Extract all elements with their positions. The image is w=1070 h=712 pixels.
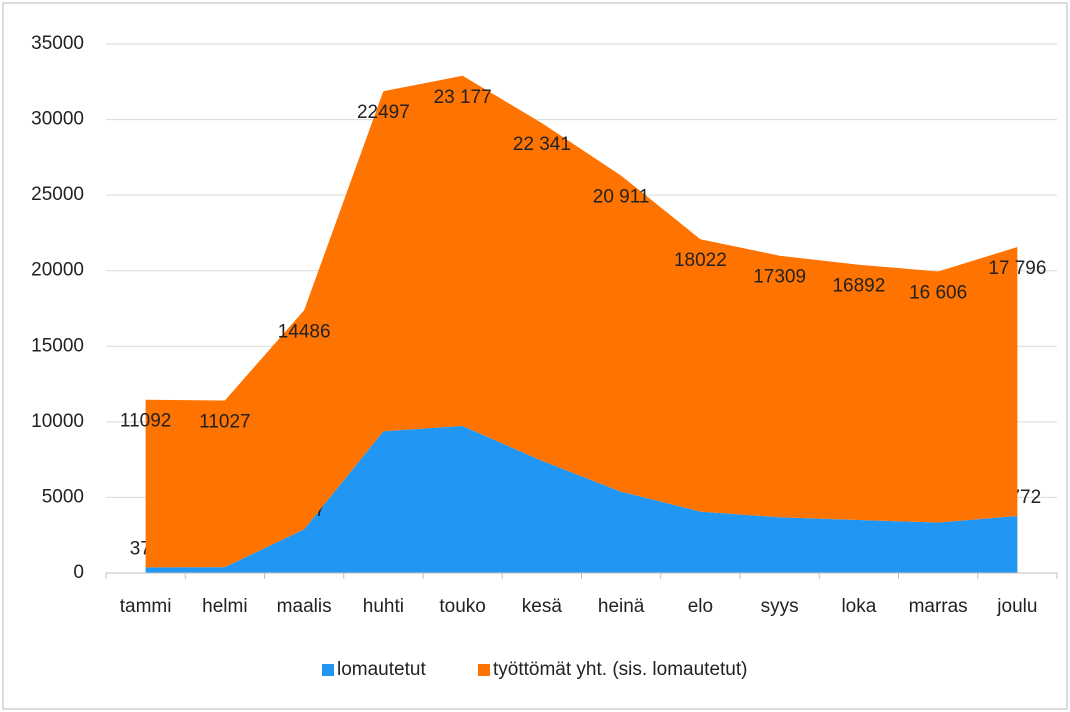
area bbox=[145, 426, 1018, 573]
x-tick-label: joulu bbox=[996, 596, 1037, 617]
data-label: 20 911 bbox=[593, 187, 650, 208]
x-tick-label: marras bbox=[909, 596, 968, 617]
data-label: 11027 bbox=[199, 411, 250, 432]
legend-label: työttömät yht. (sis. lomautetut) bbox=[493, 659, 747, 680]
y-tick-label: 0 bbox=[73, 562, 84, 583]
data-label: 23 177 bbox=[434, 87, 492, 108]
legend-swatch bbox=[478, 664, 490, 676]
area bbox=[145, 75, 1018, 568]
legend-label: lomautetut bbox=[337, 659, 426, 680]
x-tick-label: heinä bbox=[598, 596, 645, 617]
y-tick-label: 10000 bbox=[31, 411, 84, 432]
x-tick-label: helmi bbox=[202, 596, 247, 617]
data-label: 16892 bbox=[832, 276, 885, 297]
x-tick-label: touko bbox=[439, 596, 485, 617]
x-tick-label: loka bbox=[841, 596, 876, 617]
data-label: 11092 bbox=[120, 411, 171, 432]
x-tick-label: kesä bbox=[522, 596, 563, 617]
y-tick-label: 5000 bbox=[42, 486, 84, 507]
data-label: 17309 bbox=[753, 267, 806, 288]
data-label: 22497 bbox=[357, 102, 410, 123]
y-tick-label: 15000 bbox=[31, 335, 84, 356]
y-tick-label: 35000 bbox=[31, 33, 84, 54]
data-label: 14486 bbox=[278, 321, 331, 342]
y-tick-label: 25000 bbox=[31, 184, 84, 205]
y-tick-label: 30000 bbox=[31, 109, 84, 130]
x-tick-label: tammi bbox=[120, 596, 172, 617]
legend-swatch bbox=[322, 664, 334, 676]
x-tick-label: maalis bbox=[277, 596, 332, 617]
data-label: 17 796 bbox=[988, 258, 1046, 279]
x-tick-label: huhti bbox=[363, 596, 404, 617]
x-tick-label: elo bbox=[688, 596, 713, 617]
data-label: 16 606 bbox=[909, 283, 967, 304]
x-tick-label: syys bbox=[761, 596, 799, 617]
y-tick-label: 20000 bbox=[31, 260, 84, 281]
data-label: 22 341 bbox=[513, 134, 571, 155]
data-label: 18022 bbox=[674, 250, 727, 271]
